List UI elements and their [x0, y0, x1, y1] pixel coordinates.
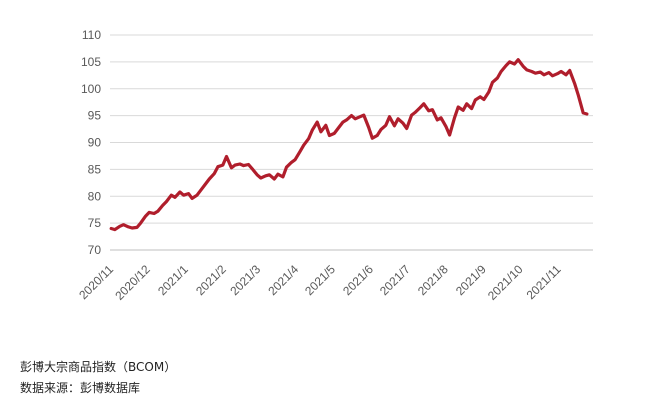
x-tick-label: 2021/3	[227, 262, 263, 298]
x-tick-label: 2021/5	[302, 262, 338, 298]
series-layer	[109, 58, 589, 232]
y-tick-label: 75	[88, 216, 102, 230]
x-tick-label: 2020/11	[76, 262, 116, 302]
x-tick-label: 2021/6	[340, 262, 376, 298]
y-tick-label: 70	[88, 243, 102, 257]
x-tick-label: 2021/11	[524, 262, 564, 302]
x-tick-label: 2021/9	[453, 262, 489, 298]
x-tick-label: 2021/8	[415, 262, 451, 298]
x-tick-label: 2021/4	[265, 262, 301, 298]
series-line	[109, 58, 589, 232]
y-axis-tick-labels: 70 75 80 85 90 95 100 105 110	[81, 28, 101, 257]
x-tick-label: 2021/7	[377, 262, 413, 298]
y-tick-label: 90	[88, 136, 102, 150]
chart-caption-source: 数据来源：彭博数据库	[20, 381, 141, 395]
y-tick-label: 100	[81, 82, 101, 96]
y-tick-label: 80	[88, 189, 102, 203]
y-tick-label: 85	[88, 162, 102, 176]
x-tick-label: 2021/10	[485, 262, 526, 303]
chart-caption-title: 彭博大宗商品指数（BCOM）	[20, 360, 177, 374]
x-tick-label: 2021/1	[155, 262, 191, 298]
y-axis-grid	[110, 34, 593, 251]
x-tick-label: 2021/2	[193, 262, 229, 298]
y-tick-label: 105	[81, 55, 101, 69]
y-tick-label: 110	[82, 28, 101, 42]
x-tick-label: 2020/12	[112, 262, 153, 303]
y-tick-label: 95	[88, 109, 102, 123]
